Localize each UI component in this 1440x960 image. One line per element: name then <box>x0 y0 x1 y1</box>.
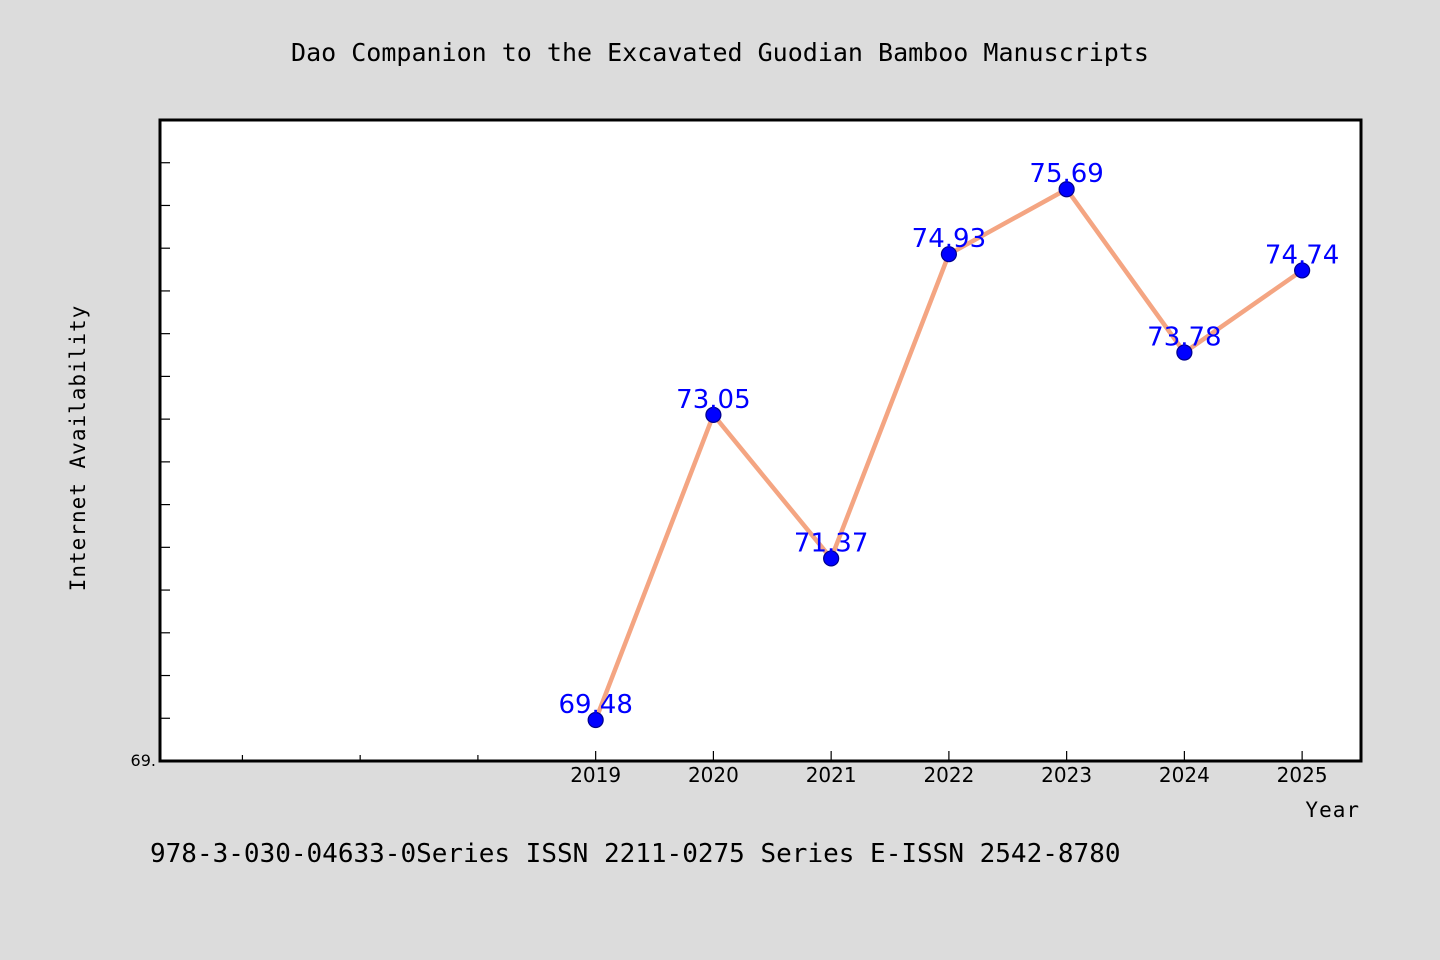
data-point <box>823 550 840 567</box>
data-label: 75.69 <box>1029 159 1103 189</box>
x-tick-label: 2024 <box>1159 763 1210 787</box>
y-axis-min-label: 69. <box>131 751 156 770</box>
data-label: 74.74 <box>1265 240 1339 270</box>
x-tick-label: 2020 <box>688 763 739 787</box>
x-tick-label: 2021 <box>806 763 857 787</box>
data-point <box>1058 181 1075 198</box>
data-label: 73.05 <box>676 385 750 415</box>
data-point <box>587 711 604 729</box>
data-labels: 69.48 73.05 71.37 74.93 75.69 73.78 74.74 <box>558 159 1339 720</box>
data-label: 73.78 <box>1147 322 1221 352</box>
y-axis-label: Internet Availability <box>66 305 90 592</box>
data-point <box>1294 262 1311 279</box>
footer-text: 978-3-030-04633-0Series ISSN 2211-0275 S… <box>150 839 1121 869</box>
x-axis-ticks <box>241 751 1303 761</box>
chart-title: Dao Companion to the Excavated Guodian B… <box>291 38 1149 67</box>
x-tick-label: 2019 <box>570 763 621 787</box>
x-tick-label: 2025 <box>1277 763 1328 787</box>
data-point <box>940 246 957 263</box>
x-axis-tick-labels: 2019 2020 2021 2022 2023 2024 2025 <box>570 763 1327 787</box>
x-axis-label: Year <box>1305 798 1360 822</box>
data-point <box>705 406 722 423</box>
plot-area <box>158 118 1363 763</box>
data-label: 74.93 <box>912 224 986 254</box>
x-tick-label: 2022 <box>923 763 974 787</box>
data-label: 71.37 <box>794 528 868 558</box>
data-markers <box>587 181 1311 729</box>
data-label: 69.48 <box>558 690 632 720</box>
x-tick-label: 2023 <box>1041 763 1092 787</box>
data-point <box>1176 344 1193 361</box>
y-axis-ticks <box>160 162 170 719</box>
